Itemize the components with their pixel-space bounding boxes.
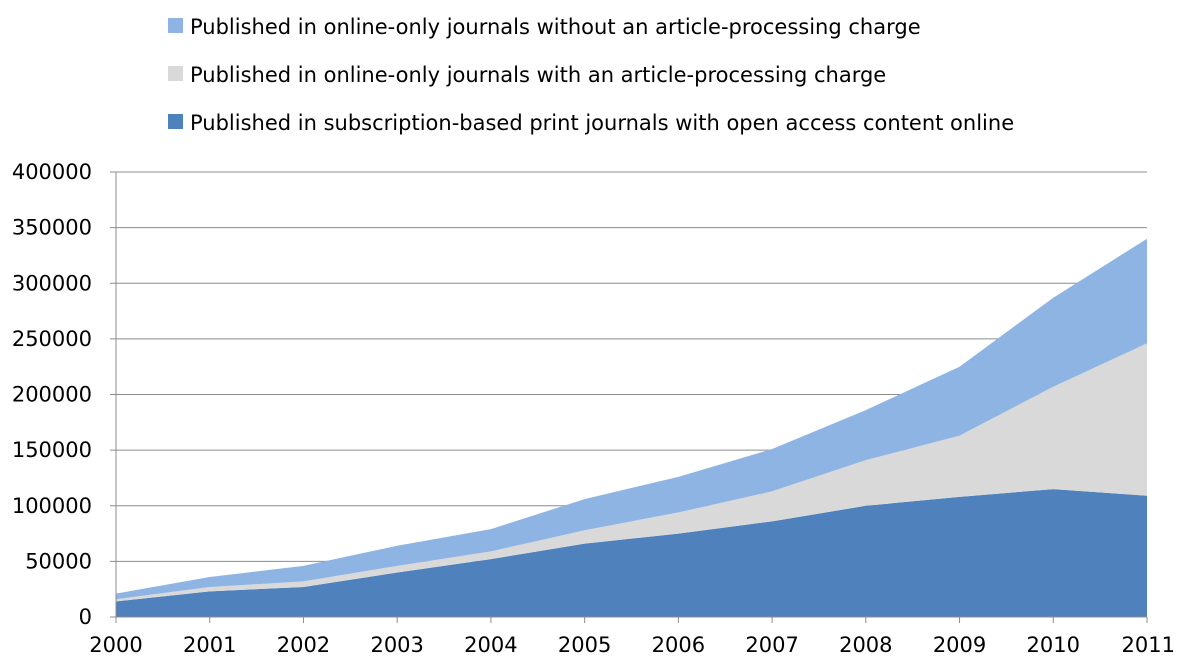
legend-label: Published in online-only journals with a… xyxy=(190,63,886,87)
x-tick-label: 2002 xyxy=(277,633,330,657)
x-tick-label: 2000 xyxy=(89,633,142,657)
y-tick-label: 200000 xyxy=(12,383,92,407)
x-tick-label: 2006 xyxy=(652,633,705,657)
y-tick-label: 250000 xyxy=(12,327,92,351)
y-tick-label: 300000 xyxy=(12,271,92,295)
x-tick-label: 2005 xyxy=(558,633,611,657)
x-axis-tick-labels: 2000 2001 2002 2003 2004 2005 2006 2007 2008 2009… xyxy=(89,633,1175,657)
y-tick-label: 50000 xyxy=(25,549,92,573)
x-tick-label: 2007 xyxy=(745,633,798,657)
y-tick-label: 0 xyxy=(79,605,92,629)
legend-swatch xyxy=(168,66,183,81)
x-tick-label: 2010 xyxy=(1027,633,1080,657)
chart-axes xyxy=(110,171,1148,623)
x-tick-label: 2004 xyxy=(464,633,517,657)
x-tick-label: 2009 xyxy=(933,633,986,657)
y-tick-label: 150000 xyxy=(12,438,92,462)
x-tick-label: 2008 xyxy=(839,633,892,657)
y-tick-label: 100000 xyxy=(12,494,92,518)
chart-legend: Published in online-only journals withou… xyxy=(168,15,1014,135)
series-area-2 xyxy=(116,238,1147,600)
chart-areas xyxy=(116,238,1147,617)
legend-swatch xyxy=(168,114,183,129)
y-axis-tick-labels: 0 50000 100000 150000 200000 250000 300000 3500… xyxy=(12,160,92,629)
chart-gridlines xyxy=(116,171,1147,562)
series-area-1 xyxy=(116,343,1147,602)
legend-label: Published in online-only journals withou… xyxy=(190,15,921,39)
series-area-0 xyxy=(116,489,1147,617)
x-tick-label: 2001 xyxy=(183,633,236,657)
y-tick-label: 350000 xyxy=(12,216,92,240)
x-tick-label: 2011 xyxy=(1122,633,1175,657)
x-tick-label: 2003 xyxy=(370,633,423,657)
legend-label: Published in subscription-based print jo… xyxy=(190,111,1014,135)
y-tick-label: 400000 xyxy=(12,160,92,184)
legend-swatch xyxy=(168,18,183,33)
